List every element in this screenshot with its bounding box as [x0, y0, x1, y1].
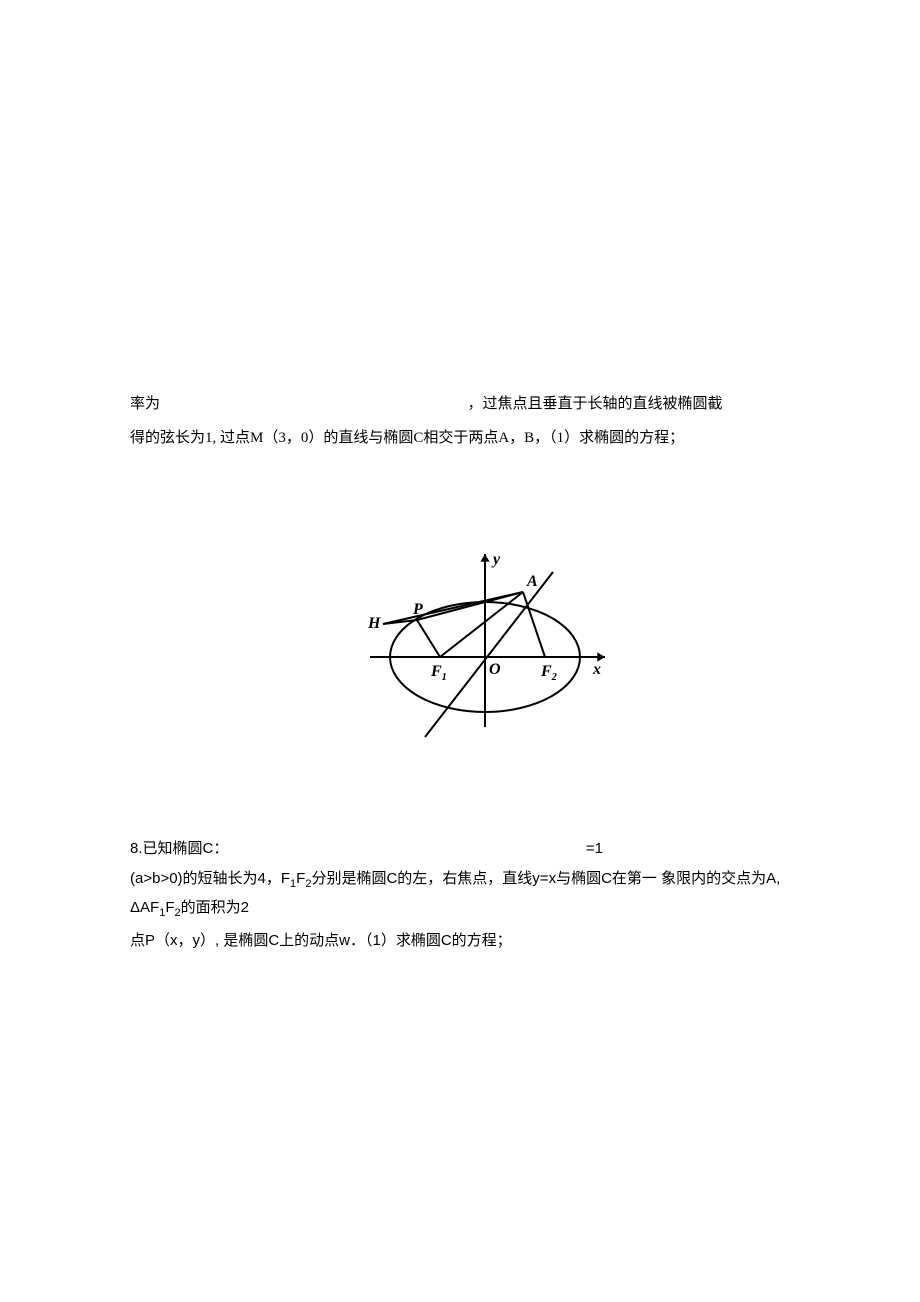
p8-tail: =1: [586, 840, 603, 857]
diagram-svg: y x O A P H F1 F2: [335, 542, 605, 742]
p8-l2e: F: [165, 899, 174, 916]
svg-text:y: y: [491, 551, 501, 568]
ellipse-diagram: y x O A P H F1 F2: [130, 542, 810, 747]
problem8-block: 8.已知椭圆C： =1 (a>b>0)的短轴长为4，F1F2分别是椭圆C的左，右…: [130, 837, 810, 953]
p7-tail: ，过焦点且垂直于长轴的直线被椭圆截: [468, 396, 723, 412]
p8-l2c: 分别是椭圆C的左，右焦点，直线y=x与椭圆C在第一 象限内的交点为A,: [311, 870, 780, 887]
svg-text:F1: F1: [430, 663, 447, 683]
svg-text:F2: F2: [540, 663, 557, 683]
p8-line2: (a>b>0)的短轴长为4，F1F2分别是椭圆C的左，右焦点，直线y=x与椭圆C…: [130, 867, 810, 925]
p8-line1: 8.已知椭圆C： =1: [130, 837, 810, 861]
svg-text:H: H: [367, 615, 381, 632]
p7-lead: 率为: [130, 390, 160, 418]
p8-l2a: (a>b>0)的短轴长为4，F: [130, 870, 290, 887]
problem7-line1: 率为 ，过焦点且垂直于长轴的直线被椭圆截: [130, 390, 810, 418]
svg-text:x: x: [592, 661, 601, 678]
svg-text:O: O: [489, 661, 501, 678]
p8-triangle: Δ: [130, 899, 140, 916]
svg-text:P: P: [412, 601, 423, 618]
problem7-line2: 得的弦长为1, 过点M（3，0）的直线与椭圆C相交于两点A，B，（1）求椭圆的方…: [130, 424, 810, 452]
p8-l2d: AF: [140, 899, 159, 916]
svg-text:A: A: [526, 573, 538, 590]
p8-l2f: 的面积为2: [181, 899, 249, 916]
p8-l2b: F: [296, 870, 305, 887]
p8-line3: 点P（x，y）, 是椭圆C上的动点w．（1）求椭圆C的方程；: [130, 929, 810, 953]
p8-lead: 8.已知椭圆C：: [130, 840, 228, 857]
